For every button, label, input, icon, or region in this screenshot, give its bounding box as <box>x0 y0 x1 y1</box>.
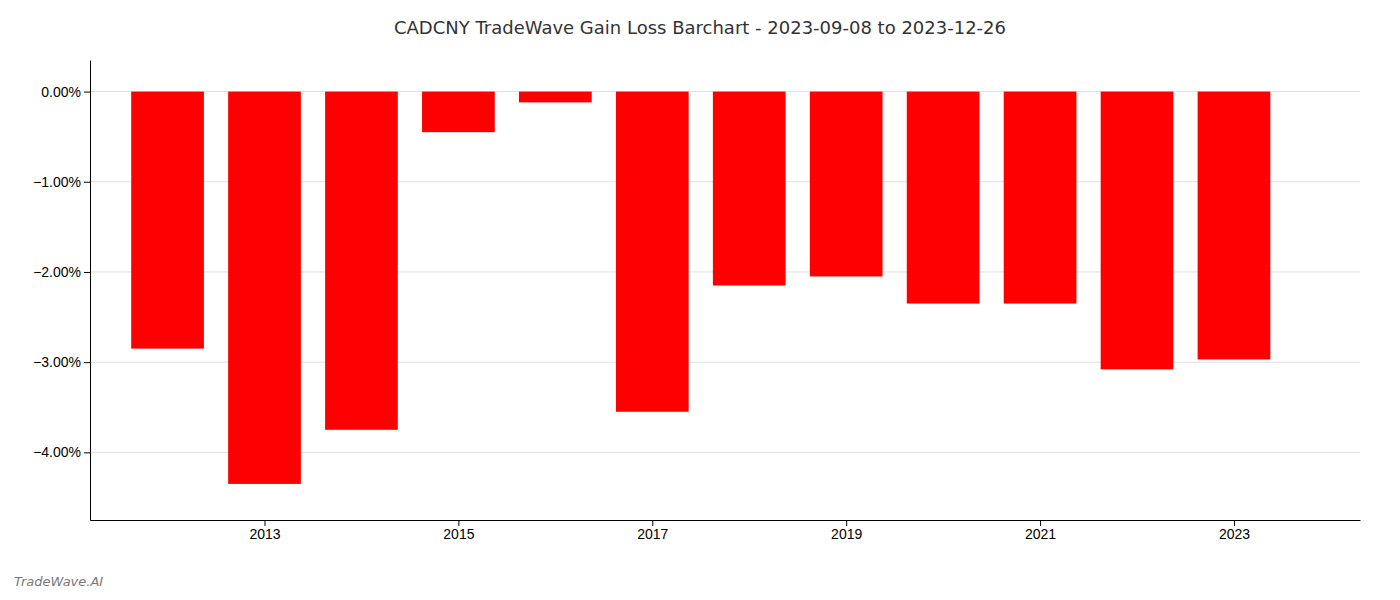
bar <box>616 92 689 412</box>
bar <box>1004 92 1077 304</box>
x-tick: 2019 <box>831 520 862 542</box>
y-axis-line <box>90 61 91 521</box>
y-tick-mark <box>84 92 90 93</box>
y-tick-label: −2.00% <box>33 264 81 280</box>
x-tick-label: 2013 <box>249 526 280 542</box>
x-tick-label: 2019 <box>831 526 862 542</box>
y-tick: −1.00% <box>33 174 90 190</box>
bar <box>325 92 398 430</box>
y-tick-mark <box>84 272 90 273</box>
y-tick: 0.00% <box>41 84 90 100</box>
chart: 2013 2015 2017 2019 2021 2023 0.00% −1.00% −2.00… <box>0 0 1400 600</box>
bar <box>907 92 980 304</box>
x-tick: 2021 <box>1025 520 1056 542</box>
x-tick-label: 2015 <box>443 526 474 542</box>
bar <box>1101 92 1174 370</box>
y-tick: −3.00% <box>33 354 90 370</box>
x-tick-label: 2021 <box>1025 526 1056 542</box>
x-tick: 2013 <box>249 520 280 542</box>
y-tick: −2.00% <box>33 264 90 280</box>
x-axis: 2013 2015 2017 2019 2021 2023 <box>91 520 1361 542</box>
bar <box>422 92 495 133</box>
y-tick-label: −4.00% <box>33 444 81 460</box>
bar <box>1198 92 1271 360</box>
x-tick: 2015 <box>443 520 474 542</box>
annotation: TradeWave.AI <box>14 574 103 589</box>
y-tick-label: 0.00% <box>41 84 81 100</box>
x-tick-label: 2023 <box>1219 526 1250 542</box>
y-tick: −4.00% <box>33 444 90 460</box>
bar <box>228 92 301 484</box>
x-tick-label: 2017 <box>637 526 668 542</box>
bar <box>519 92 592 103</box>
y-axis: 0.00% −1.00% −2.00% −3.00% −4.00% <box>33 61 90 521</box>
x-tick: 2017 <box>637 520 668 542</box>
y-tick-mark <box>84 362 90 363</box>
bar <box>131 92 204 349</box>
bars <box>131 92 1270 484</box>
x-tick: 2023 <box>1219 520 1250 542</box>
x-axis-line <box>91 520 1361 521</box>
bar <box>810 92 883 277</box>
title: CADCNY TradeWave Gain Loss Barchart - 20… <box>394 17 1006 38</box>
bar <box>713 92 786 286</box>
y-tick-label: −1.00% <box>33 174 81 190</box>
y-tick-label: −3.00% <box>33 354 81 370</box>
y-tick-mark <box>84 182 90 183</box>
y-tick-mark <box>84 452 90 453</box>
